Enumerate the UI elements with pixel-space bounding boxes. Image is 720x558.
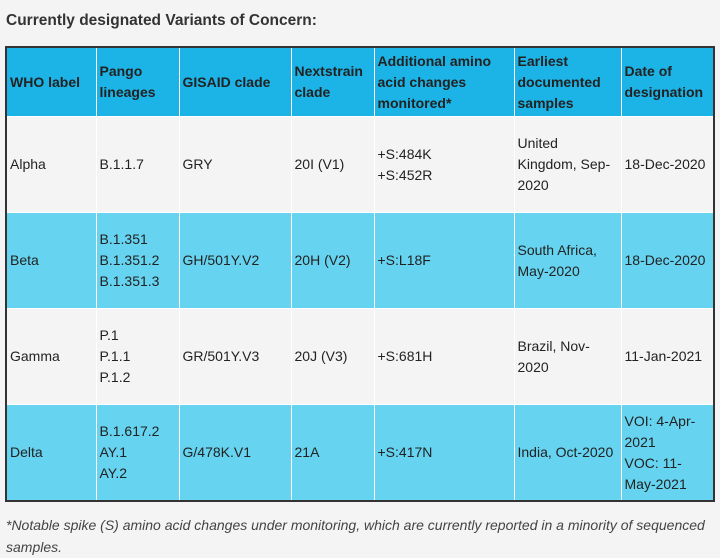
cell-line: P.1.1	[99, 348, 131, 364]
cell-line: G/478K.V1	[182, 444, 252, 460]
table-cell: 20J (V3)	[290, 308, 375, 405]
table-cell: B.1.617.2 AY.1 AY.2	[95, 404, 180, 502]
header-cell: Additional amino acid changes monitored*	[373, 46, 515, 117]
table-cell: P.1 P.1.1 P.1.2	[95, 308, 180, 405]
cell-line: B.1.351.3	[99, 273, 160, 289]
cell-line: VOC: 11-May-2021	[624, 454, 687, 492]
cell-line: 11-Jan-2021	[624, 348, 703, 364]
table-cell: Alpha	[5, 116, 97, 213]
header-cell: Pango lineages	[95, 46, 180, 117]
header-cell: Date of designation	[620, 46, 715, 117]
cell-line: B.1.351.2	[99, 252, 160, 268]
table-cell: 18-Dec-2020	[620, 212, 715, 309]
table-cell: +S:484K +S:452R	[373, 116, 515, 213]
footnote: *Notable spike (S) amino acid changes un…	[6, 517, 705, 555]
table-body: Alpha B.1.1.7 GRY 20I (V1) +S:484K +S:452R Uni…	[5, 116, 715, 502]
table-row: Delta B.1.617.2 AY.1 AY.2 G/478K.V1 21A +S:417…	[5, 404, 715, 502]
header-cell: WHO label	[5, 46, 97, 117]
cell-line: South Africa, May-2020	[517, 241, 597, 279]
cell-line: GRY	[182, 156, 213, 172]
table-cell: 21A	[290, 404, 375, 502]
cell-line: United Kingdom, Sep-2020	[517, 135, 611, 193]
table-cell: GR/501Y.V3	[178, 308, 292, 405]
table-cell: 11-Jan-2021	[620, 308, 715, 405]
cell-line: B.1.351	[99, 231, 148, 247]
table-cell: Gamma	[5, 308, 97, 405]
cell-line: Gamma	[10, 348, 60, 364]
cell-line: AY.2	[99, 465, 128, 481]
variants-table: WHO label Pango lineages GISAID clade Nexts…	[5, 46, 715, 502]
table-cell: 20H (V2)	[290, 212, 375, 309]
table-row: Alpha B.1.1.7 GRY 20I (V1) +S:484K +S:452R Uni…	[5, 116, 715, 213]
cell-line: India, Oct-2020	[517, 444, 614, 460]
cell-line: +S:681H	[377, 348, 433, 364]
cell-line: GH/501Y.V2	[182, 252, 260, 268]
cell-line: +S:L18F	[377, 252, 431, 268]
cell-line: +S:452R	[377, 166, 433, 183]
table-cell: +S:417N	[373, 404, 515, 502]
cell-line: B.1.1.7	[99, 156, 144, 172]
cell-line: Alpha	[10, 156, 46, 172]
header-cell: Nextstrain clade	[290, 46, 375, 117]
cell-line: B.1.617.2	[99, 423, 160, 439]
table-row: Beta B.1.351 B.1.351.2 B.1.351.3 GH/501Y.V2 2…	[5, 212, 715, 309]
cell-line: +S:484K	[377, 145, 432, 162]
cell-line: AY.1	[99, 444, 128, 460]
cell-line: Delta	[10, 444, 43, 460]
cell-line: 20I (V1)	[294, 156, 345, 172]
table-cell: Brazil, Nov-2020	[513, 308, 622, 405]
cell-line: 20J (V3)	[294, 348, 348, 364]
cell-line: 18-Dec-2020	[624, 156, 706, 172]
table-cell: 20I (V1)	[290, 116, 375, 213]
table-cell: United Kingdom, Sep-2020	[513, 116, 622, 213]
title: Currently designated Variants of Concern…	[6, 12, 317, 29]
table-cell: GRY	[178, 116, 292, 213]
table-cell: B.1.1.7	[95, 116, 180, 213]
table-cell: +S:L18F	[373, 212, 515, 309]
table-cell: G/478K.V1	[178, 404, 292, 502]
table-cell: B.1.351 B.1.351.2 B.1.351.3	[95, 212, 180, 309]
cell-line: VOI: 4-Apr-2021	[624, 412, 696, 450]
cell-line: P.1	[99, 327, 119, 343]
cell-line: 18-Dec-2020	[624, 252, 706, 268]
table-cell: South Africa, May-2020	[513, 212, 622, 309]
header-cell: GISAID clade	[178, 46, 292, 117]
header-row: WHO label Pango lineages GISAID clade Nexts…	[5, 46, 715, 117]
cell-line: 21A	[294, 444, 320, 460]
cell-line: Brazil, Nov-2020	[517, 337, 590, 375]
cell-line: GR/501Y.V3	[182, 348, 260, 364]
cell-line: +S:417N	[377, 444, 433, 460]
cell-line: 20H (V2)	[294, 252, 351, 268]
table-cell: Beta	[5, 212, 97, 309]
table-cell: +S:681H	[373, 308, 515, 405]
table-cell: VOI: 4-Apr-2021 VOC: 11-May-2021	[620, 404, 715, 502]
table-cell: Delta	[5, 404, 97, 502]
table-cell: GH/501Y.V2	[178, 212, 292, 309]
table-cell: 18-Dec-2020	[620, 116, 715, 213]
cell-line: Beta	[10, 252, 39, 268]
table-row: Gamma P.1 P.1.1 P.1.2 GR/501Y.V3 20J (V3) +S:6…	[5, 308, 715, 405]
table-cell: India, Oct-2020	[513, 404, 622, 502]
header-cell: Earliest documented samples	[513, 46, 622, 117]
cell-line: P.1.2	[99, 369, 131, 385]
